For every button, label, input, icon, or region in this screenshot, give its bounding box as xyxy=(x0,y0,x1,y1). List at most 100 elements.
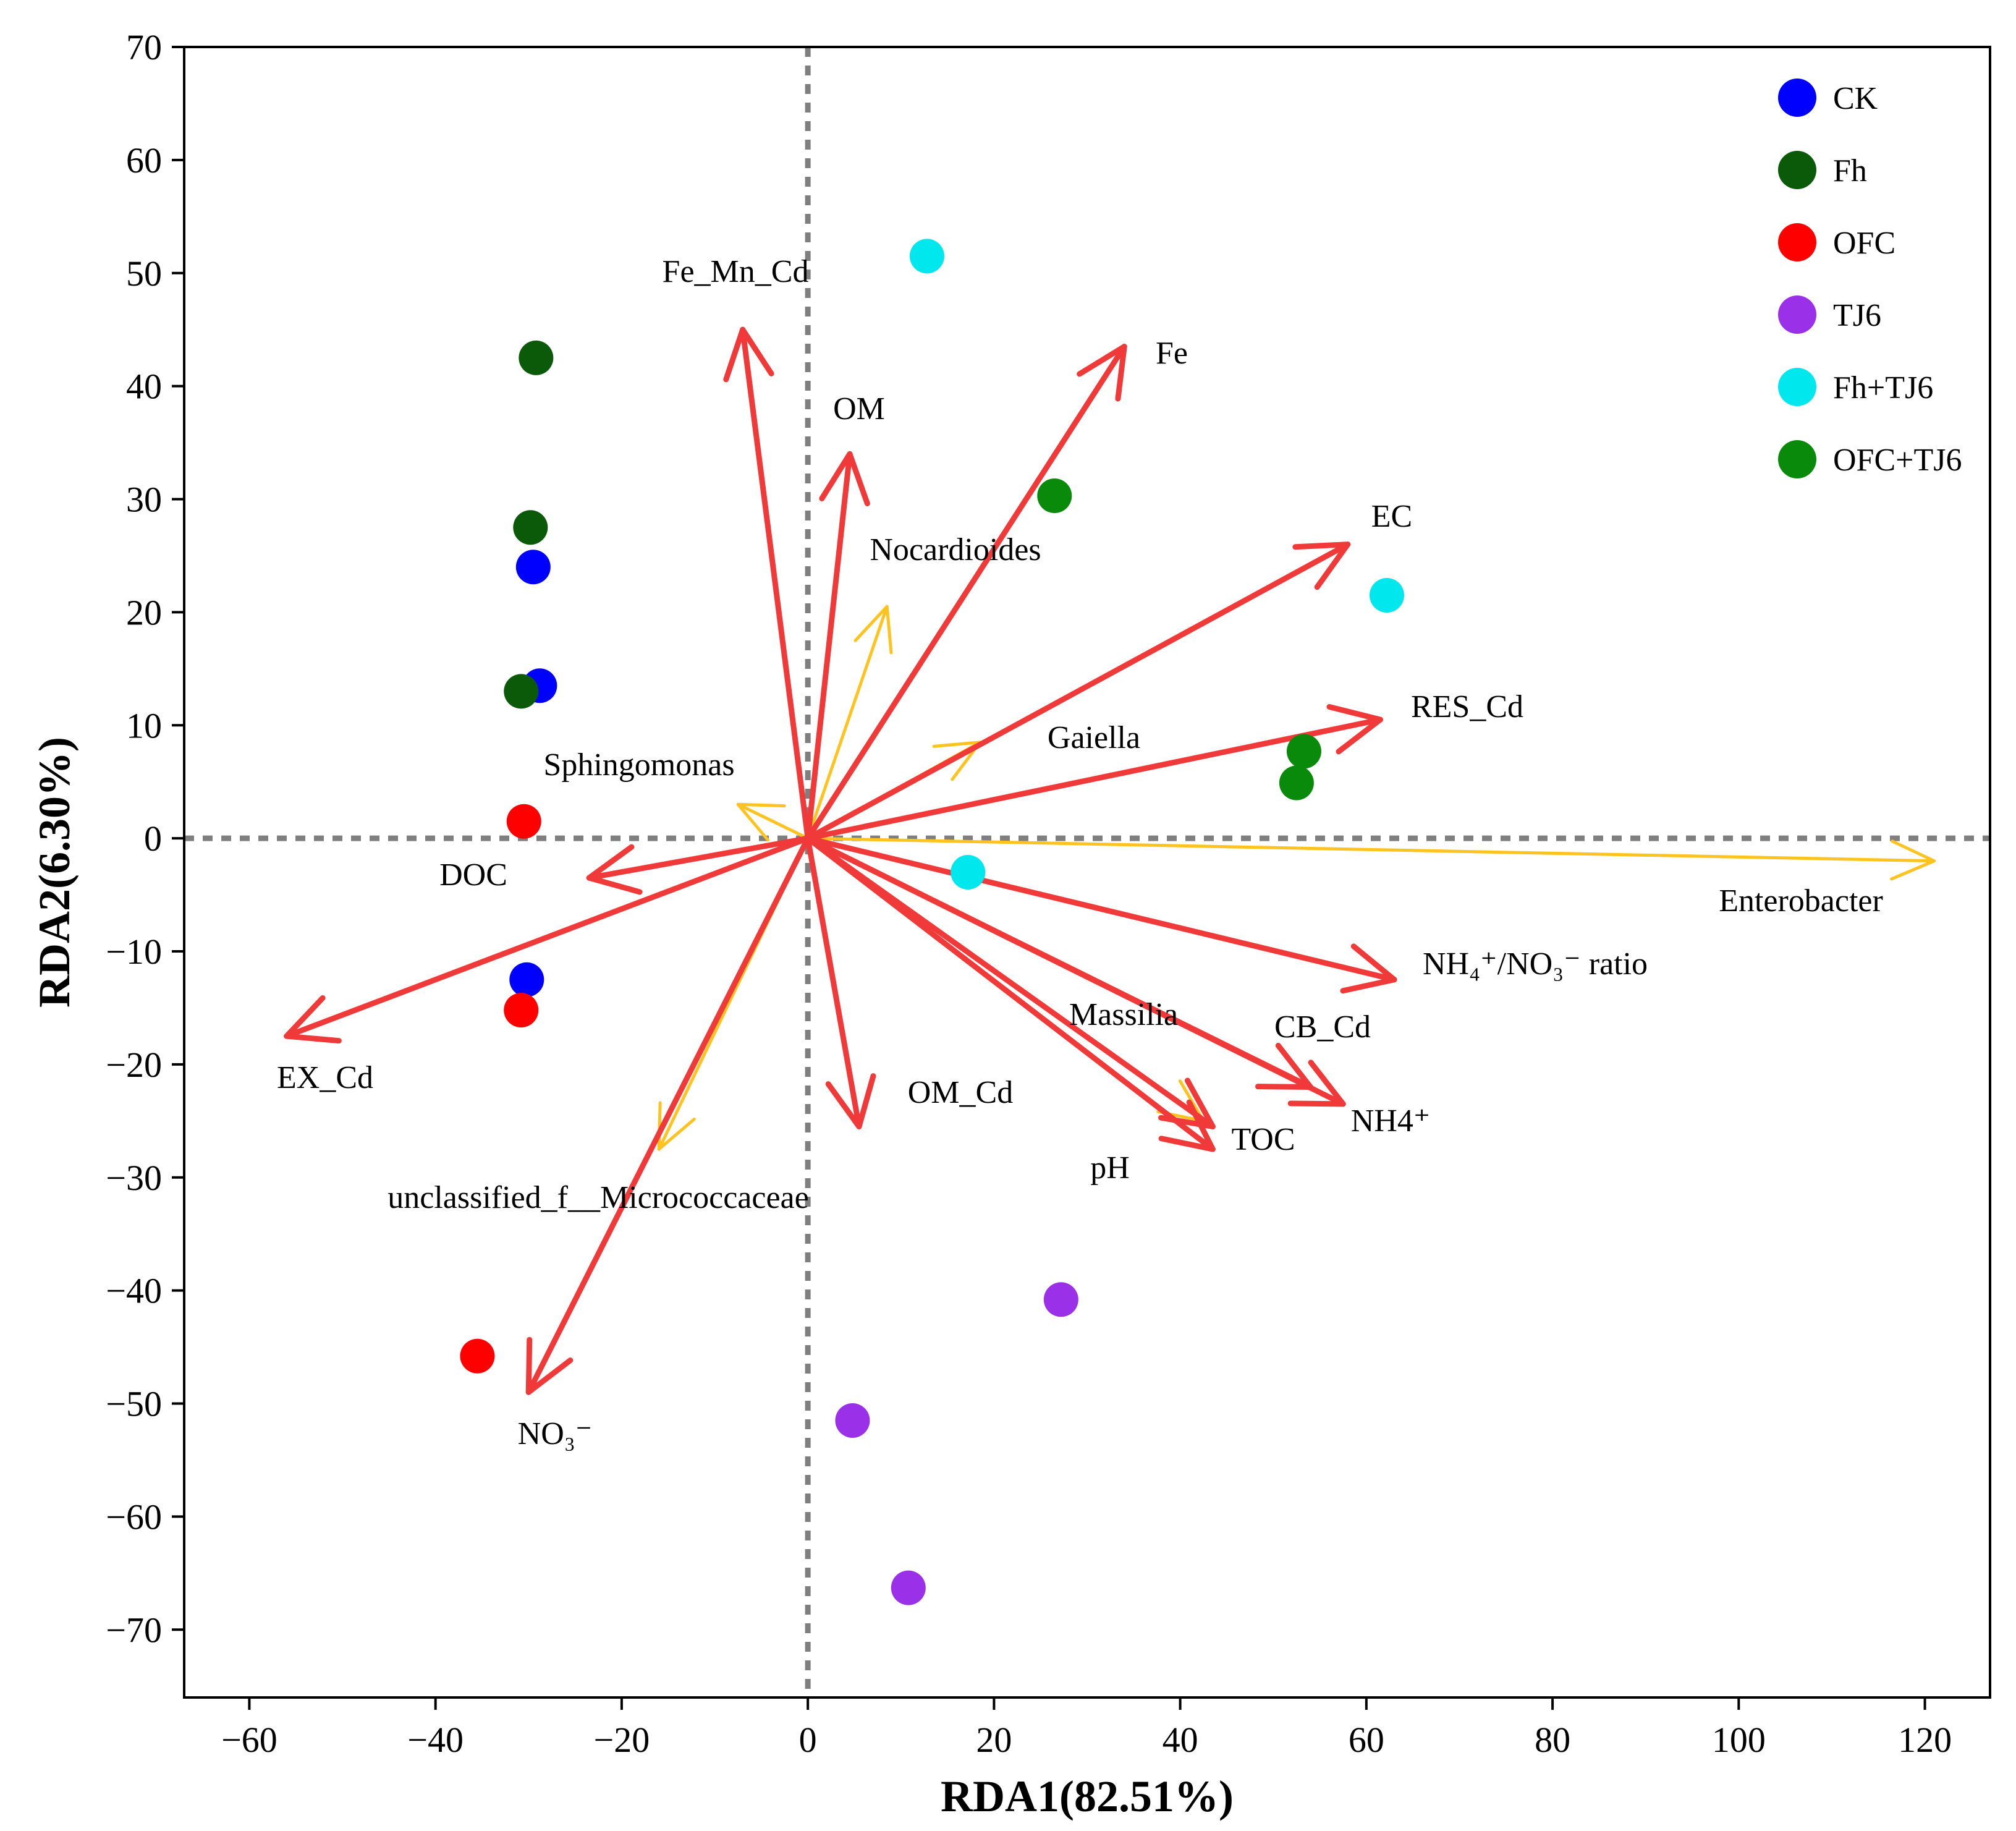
point-tj6 xyxy=(835,1403,870,1438)
x-tick-label: −20 xyxy=(594,1720,650,1760)
env-vector-label-ph: pH xyxy=(1090,1150,1130,1186)
species-vector-label-nocardioides: Nocardioides xyxy=(870,532,1041,567)
species-vector-label-unclassified-f-micrococcaceae: unclassified_f__Micrococcaceae xyxy=(388,1180,808,1215)
point-ck xyxy=(515,550,551,585)
env-vector-label-nh-no-ratio: NH₄⁺/NO₃⁻ ratio xyxy=(1423,946,1648,982)
axis-ticks: −60 −40 −20 0 20 40 60 80 100 120706050403020100−… xyxy=(106,27,1952,1760)
env-vector-nh4 xyxy=(805,835,1346,1107)
x-tick-label: 80 xyxy=(1535,1720,1570,1760)
env-vector-doc xyxy=(586,835,811,895)
env-vector-ph xyxy=(805,835,1216,1129)
env-vector-no-head xyxy=(525,1336,574,1395)
env-vector-ec-shaft xyxy=(805,542,1351,841)
y-tick-label: 10 xyxy=(126,705,162,746)
legend-swatch-tj6 xyxy=(1778,295,1816,334)
species-vector-sphingomonas xyxy=(736,802,810,842)
legend-swatch-fh-tj6 xyxy=(1778,368,1816,406)
env-vector-label-om: OM xyxy=(833,391,885,427)
point-ofc xyxy=(506,804,541,839)
env-vector-nh4-shaft xyxy=(805,835,1346,1107)
y-tick-label: 50 xyxy=(126,253,162,294)
env-vector-om-shaft xyxy=(805,451,853,841)
env-vector-nh-no-ratio-shaft xyxy=(805,835,1397,983)
env-vector-label-ex-cd: EX_Cd xyxy=(277,1060,373,1095)
point-fh-tj6 xyxy=(909,239,944,274)
legend-swatch-fh xyxy=(1778,151,1816,189)
y-tick-label: −30 xyxy=(106,1158,162,1198)
env-vector-nh-no-ratio-head xyxy=(1340,943,1397,994)
env-vector-res-cd-shaft xyxy=(805,716,1383,841)
y-tick-label: 40 xyxy=(126,367,162,407)
environment-vectors xyxy=(284,326,1397,1395)
point-fh-tj6 xyxy=(1369,577,1404,613)
env-vector-om-head xyxy=(819,451,870,506)
env-vector-ph-head xyxy=(1158,1077,1216,1129)
zero-lines xyxy=(184,47,1990,1697)
point-fh xyxy=(504,674,539,709)
point-tj6 xyxy=(891,1570,926,1605)
env-vector-label-fe: Fe xyxy=(1156,336,1188,371)
species-vector-nocardioides-head xyxy=(853,605,893,655)
species-vector-label-enterobacter: Enterobacter xyxy=(1719,883,1883,919)
legend-swatch-ofc xyxy=(1778,223,1816,261)
sample-points xyxy=(460,239,1404,1605)
plot-frame xyxy=(183,46,1991,1699)
point-fh-tj6 xyxy=(951,855,986,890)
species-vector-enterobacter xyxy=(806,836,1936,881)
env-vector-ex-cd-head xyxy=(284,995,342,1044)
species-vector-unclassified-f-micrococcaceae-head xyxy=(657,1101,696,1151)
env-vector-label-nh4: NH4⁺ xyxy=(1351,1103,1431,1139)
x-tick-label: 40 xyxy=(1163,1720,1198,1760)
env-vector-res-cd-head xyxy=(1326,703,1383,755)
species-vector-label-massilia: Massilia xyxy=(1069,997,1178,1032)
env-vector-doc-shaft xyxy=(586,835,811,881)
vector-labels: Fe_Mn_Cd OM Fe EC RES_Cd DOC EX_Cd NO₃⁻ OM_Cd NH₄… xyxy=(277,254,1883,1451)
y-tick-label: −60 xyxy=(106,1497,162,1537)
env-vector-label-no: NO₃⁻ xyxy=(518,1416,593,1451)
y-tick-label: −20 xyxy=(106,1045,162,1085)
env-vector-no xyxy=(525,835,811,1395)
env-vector-om xyxy=(805,451,870,841)
legend-swatch-ofc-tj6 xyxy=(1778,440,1816,478)
species-vector-enterobacter-shaft xyxy=(806,836,1936,863)
x-tick-label: −60 xyxy=(221,1720,277,1760)
env-vector-ec-head xyxy=(1292,542,1351,590)
species-vector-label-sphingomonas: Sphingomonas xyxy=(543,747,734,783)
y-tick-label: −10 xyxy=(106,932,162,972)
species-vector-enterobacter-head xyxy=(1890,839,1936,881)
point-ofc xyxy=(504,993,539,1028)
x-tick-label: 20 xyxy=(976,1720,1012,1760)
env-vector-fe-mn-cd-head xyxy=(723,326,774,383)
env-vector-om-cd-head xyxy=(825,1073,876,1129)
y-tick-label: 60 xyxy=(126,140,162,181)
env-vector-nh-no-ratio xyxy=(805,835,1397,994)
env-vector-fe-mn-cd-shaft xyxy=(740,326,811,841)
env-vector-label-res-cd: RES_Cd xyxy=(1411,689,1523,724)
legend-label-fh-tj6: Fh+TJ6 xyxy=(1833,370,1933,406)
point-ofc xyxy=(460,1338,495,1374)
env-vector-fe xyxy=(805,344,1127,841)
y-tick-label: −50 xyxy=(106,1384,162,1424)
x-tick-label: −40 xyxy=(407,1720,464,1760)
legend-swatch-ck xyxy=(1778,79,1816,117)
env-vector-label-fe-mn-cd: Fe_Mn_Cd xyxy=(663,254,809,289)
species-vector-sphingomonas-shaft xyxy=(736,802,810,840)
x-tick-label: 120 xyxy=(1898,1720,1952,1760)
y-tick-label: 30 xyxy=(126,480,162,520)
legend-label-tj6: TJ6 xyxy=(1833,298,1881,333)
y-tick-label: −40 xyxy=(106,1271,162,1311)
env-vector-ec xyxy=(805,542,1351,841)
y-tick-label: −70 xyxy=(106,1610,162,1650)
legend-label-fh: Fh xyxy=(1833,153,1867,189)
legend-label-ofc: OFC xyxy=(1833,226,1895,261)
y-axis-title: RDA2(6.30%) xyxy=(30,737,79,1008)
point-ofc-tj6 xyxy=(1286,734,1321,769)
y-tick-label: 20 xyxy=(126,592,162,632)
species-vector-sphingomonas-head xyxy=(736,802,786,842)
species-vector-nocardioides xyxy=(806,605,893,840)
env-vector-no-shaft xyxy=(525,835,811,1395)
env-vector-label-toc: TOC xyxy=(1231,1122,1295,1157)
x-tick-label: 60 xyxy=(1349,1720,1384,1760)
